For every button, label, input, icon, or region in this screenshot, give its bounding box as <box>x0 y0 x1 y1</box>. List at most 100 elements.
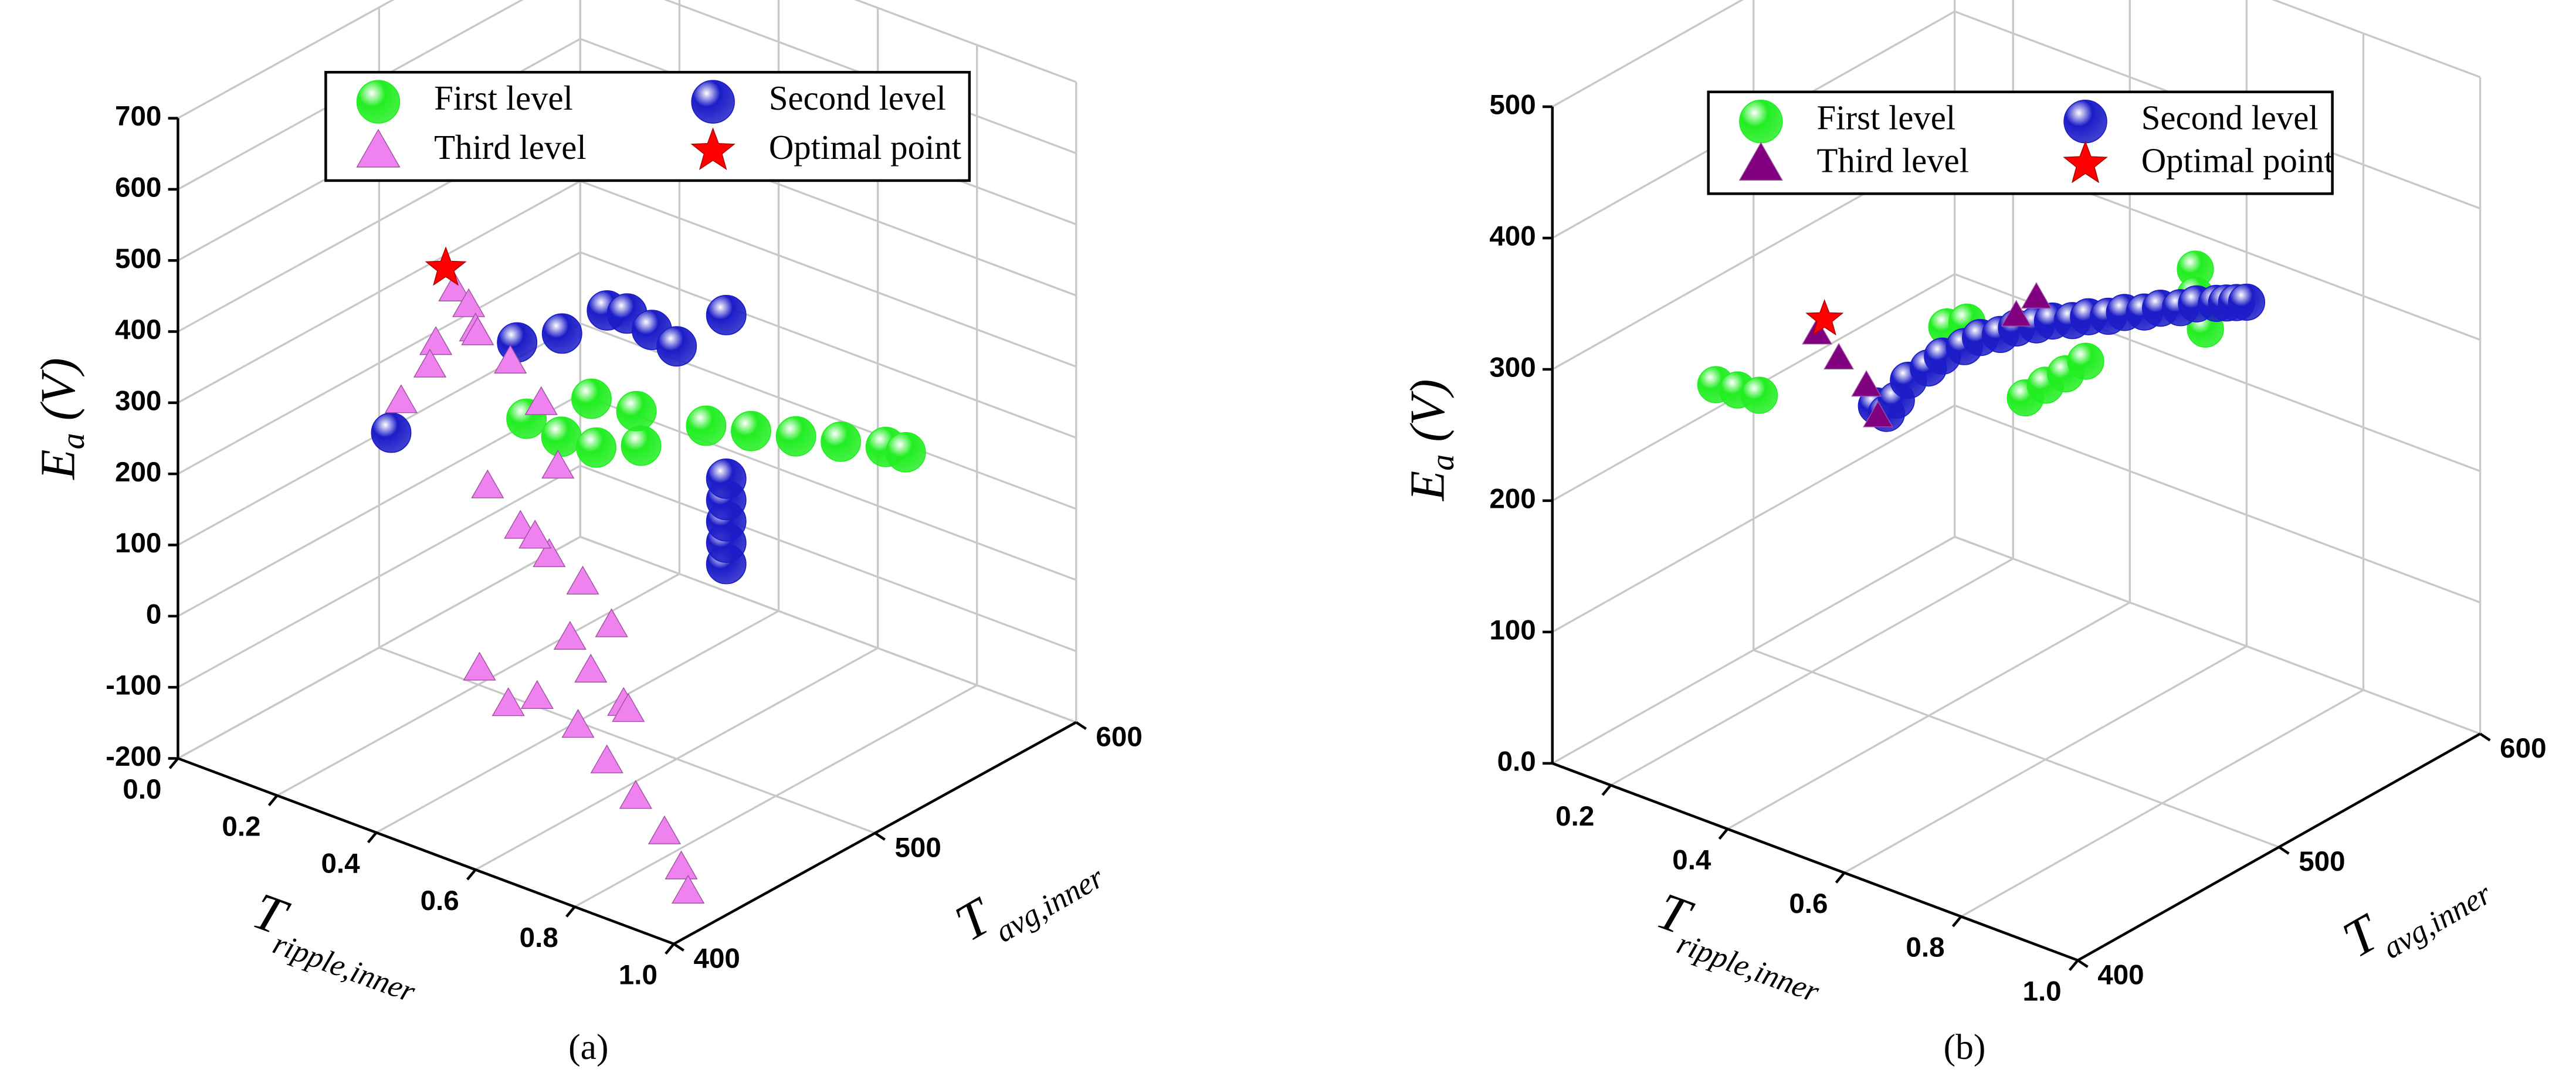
tick-mark <box>466 868 477 881</box>
tick-mark <box>1601 784 1612 796</box>
x-tick-label: 0.4 <box>1672 844 1711 875</box>
z-axis-title: Ea (V) <box>31 358 91 480</box>
legend-marker <box>356 80 401 124</box>
caption: (a) <box>568 1027 608 1067</box>
sphere-point <box>541 416 582 457</box>
triangle-point <box>413 348 447 378</box>
z-title-unit: (V) <box>31 358 86 433</box>
z-title-main: E <box>1401 471 1455 501</box>
legend-label: Optimal point <box>2141 141 2334 179</box>
z-tick-label: 400 <box>1489 221 1536 252</box>
y-tick-label: 600 <box>1096 721 1142 752</box>
legend-label: First level <box>434 79 573 117</box>
triangle-point <box>419 326 453 355</box>
legend-marker <box>1738 142 1783 181</box>
legend-box <box>1707 90 2334 195</box>
z-tick-label: -100 <box>106 670 161 701</box>
z-title-unit: (V) <box>1401 379 1455 454</box>
triangle-point <box>619 780 652 809</box>
triangle-point <box>1851 370 1882 397</box>
legend-marker <box>2063 140 2108 184</box>
z-tick-label: 0.0 <box>1497 746 1536 777</box>
sphere-point <box>706 458 747 499</box>
triangle-point <box>1823 342 1854 370</box>
tick-mark <box>665 943 675 955</box>
sphere-point <box>2067 342 2104 380</box>
z-tick-label: 300 <box>115 385 161 416</box>
triangle-point <box>2001 300 2032 327</box>
triangle-point <box>504 510 537 539</box>
sphere-point <box>821 421 862 462</box>
grid-line <box>579 464 1077 653</box>
y-tick-label: 400 <box>2097 959 2144 990</box>
sphere-point <box>616 391 657 432</box>
z-tick-label: 500 <box>115 243 161 274</box>
x-tick-label: 0.0 <box>123 774 161 805</box>
y-axis-title-sub: avg,inner <box>2377 876 2497 965</box>
legend-label: Second level <box>2141 99 2319 137</box>
sphere-point <box>2228 283 2266 321</box>
tick-mark <box>1718 828 1729 840</box>
grid-line <box>1954 535 2481 735</box>
legend-label: First level <box>1817 99 1956 137</box>
z-tick-label: 400 <box>115 314 161 345</box>
triangle-point <box>665 850 698 880</box>
tick-mark <box>1951 915 1962 928</box>
x-tick-label: 0.2 <box>1555 801 1594 832</box>
sphere-point <box>621 425 662 466</box>
z-tick-label: 500 <box>1489 90 1536 121</box>
sphere-point <box>371 412 412 453</box>
sphere-point <box>571 378 612 419</box>
triangle-point <box>1863 400 1893 427</box>
sphere-point <box>885 432 926 473</box>
z-tick-label: 100 <box>115 528 161 559</box>
z-tick-label: -200 <box>106 741 161 772</box>
axis-line <box>177 757 674 945</box>
z-tick-label: 700 <box>115 101 161 132</box>
triangle-point <box>595 608 628 637</box>
triangle-point <box>452 288 486 317</box>
triangle-point <box>518 519 552 549</box>
grid-line <box>663 0 1077 154</box>
legend-marker <box>691 80 735 124</box>
triangle-point <box>2021 281 2052 309</box>
triangle-point <box>494 344 527 374</box>
z-tick-label: 100 <box>1489 614 1536 646</box>
z-title-sub: a <box>1425 454 1461 471</box>
tick-mark <box>673 942 684 952</box>
x-tick-label: 0.6 <box>1789 888 1828 919</box>
sphere-point <box>497 322 538 363</box>
sphere-point <box>686 405 727 446</box>
triangle-point <box>384 384 418 413</box>
grid-line <box>579 535 1077 724</box>
axis-line <box>1551 762 2079 962</box>
triangle-point <box>672 874 705 904</box>
tick-mark <box>1075 721 1087 730</box>
y-tick-label: 500 <box>894 832 941 863</box>
z-tick-label: 200 <box>1489 483 1536 514</box>
x-tick-label: 1.0 <box>619 959 657 990</box>
y-tick-label: 600 <box>2500 733 2546 764</box>
triangle-point <box>561 709 595 738</box>
z-tick-label: 200 <box>115 457 161 488</box>
z-tick-label: 300 <box>1489 352 1536 383</box>
z-axis-title: Ea (V) <box>1401 379 1461 502</box>
triangle-point <box>541 449 575 479</box>
y-tick-label: 400 <box>694 943 740 974</box>
z-title-main: E <box>31 449 86 480</box>
triangle-point <box>574 653 608 683</box>
y-axis-title: Tavg,inner <box>2333 844 2497 980</box>
tick-mark <box>2068 959 2079 972</box>
triangle-point <box>533 538 566 568</box>
grid-line <box>378 646 876 834</box>
y-axis-title-sub: avg,inner <box>989 860 1110 949</box>
sphere-point <box>706 294 747 335</box>
grid-line <box>579 393 1077 581</box>
legend-marker <box>690 127 735 170</box>
tick-mark <box>2479 732 2491 742</box>
star-point <box>1805 299 1844 336</box>
x-axis-title-sub: ripple,inner <box>1673 926 1824 1009</box>
triangle-point <box>524 386 558 415</box>
grid-line <box>1954 404 2481 604</box>
